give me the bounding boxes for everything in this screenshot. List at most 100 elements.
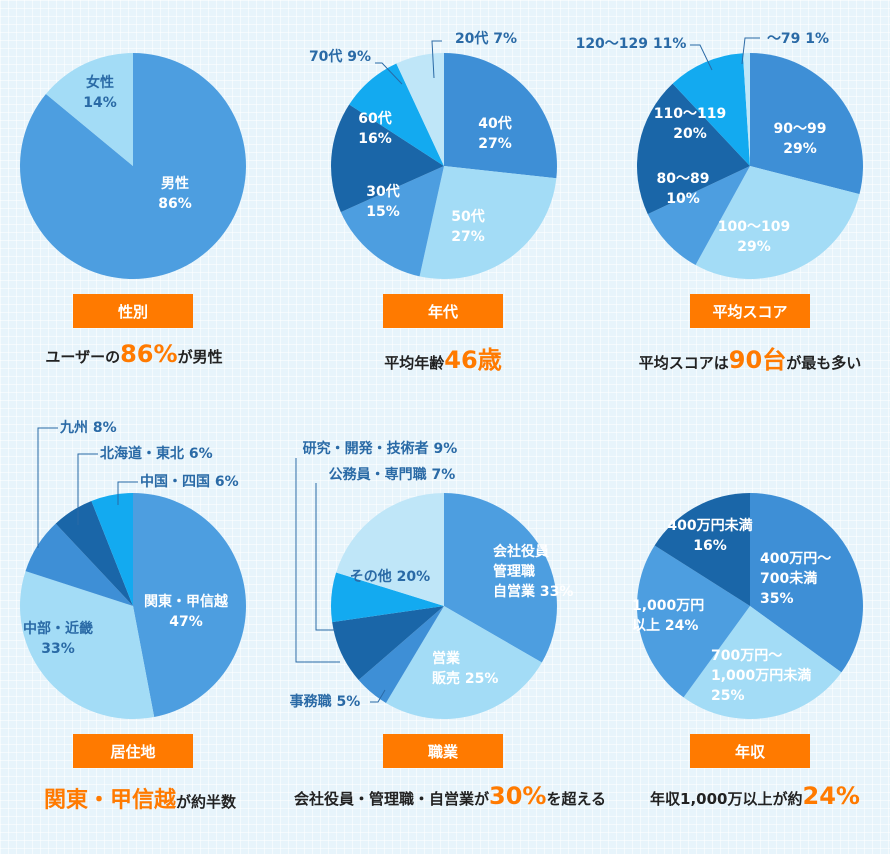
- pie-slice: [647, 166, 750, 266]
- slice-label: 営業販売 25%: [432, 650, 498, 687]
- caption-gender-highlight: 86%: [120, 340, 178, 368]
- slice-label: 50代 27%: [451, 208, 485, 245]
- caption-income: 年収1,000万以上が約24%: [630, 782, 880, 810]
- pie-slice: [340, 166, 444, 277]
- pie-chart-1: 40代 27% 50代 27% 30代 15% 60代 16% 70代 9% 20代 7%: [309, 30, 557, 279]
- pie-slice: [396, 53, 444, 166]
- slice-label: 女性 14%: [83, 74, 117, 111]
- pie-slice: [654, 492, 750, 606]
- leader-line: [690, 44, 713, 71]
- slice-label: 中国・四国 6%: [140, 473, 239, 490]
- pie-slice: [637, 83, 750, 215]
- badge-job: 職業: [383, 734, 503, 768]
- pie-slice: [750, 493, 864, 673]
- pie-slice: [750, 53, 863, 195]
- pie-slice: [91, 493, 133, 606]
- pie-slice: [636, 545, 750, 698]
- leader-line: [77, 453, 98, 525]
- pie-slice: [444, 493, 557, 663]
- caption-age-pre: 平均年齢: [384, 354, 445, 372]
- caption-job-pre: 会社役員・管理職・自営業が: [293, 790, 489, 808]
- leader-line: [431, 40, 442, 79]
- pie-slice: [444, 53, 557, 179]
- slice-label: 公務員・専門職 7%: [329, 466, 456, 483]
- caption-job-post: を超える: [546, 790, 607, 808]
- leader-line: [117, 481, 138, 505]
- leader-line: [315, 483, 336, 631]
- slice-label: 70代 9%: [309, 48, 371, 65]
- slice-label: 30代 15%: [366, 183, 400, 220]
- badge-income: 年収: [690, 734, 810, 768]
- pie-slice: [332, 606, 444, 680]
- pie-chart-3: 関東・甲信越 47% 中部・近畿 33% 九州 8% 北海道・東北 6% 中国・四国 6%: [19, 420, 247, 720]
- badge-region: 居住地: [73, 734, 193, 768]
- slice-label: ～79 1%: [767, 31, 829, 47]
- slice-label: 1,000万円以上 24%: [632, 598, 704, 634]
- pie-slice: [683, 606, 842, 720]
- caption-income-highlight: 24%: [802, 782, 860, 810]
- caption-job-highlight: 30%: [489, 782, 547, 810]
- caption-gender-pre: ユーザーの: [45, 348, 121, 366]
- leader-line: [370, 689, 386, 703]
- pie-slice: [55, 500, 133, 606]
- caption-age-highlight: 46歳: [444, 346, 502, 374]
- slice-label: 400万円未満 16%: [667, 517, 752, 554]
- caption-region-highlight: 関東・甲信越: [43, 788, 176, 813]
- slice-label: 男性 86%: [158, 175, 192, 212]
- slice-label: 700万円～ 1,000万円未満 25%: [711, 648, 811, 704]
- slice-label: 九州 8%: [59, 420, 117, 436]
- slice-label: 中部・近畿 33%: [23, 620, 93, 657]
- pie-slice: [133, 493, 247, 717]
- pie-slice: [331, 104, 444, 213]
- pie-chart-4: 会社役員管理職自営業 33% 営業販売 25% 事務職 5% 研究・開発・技術者 9%…: [290, 440, 573, 719]
- slice-label: 80～89 10%: [657, 171, 710, 207]
- caption-job: 会社役員・管理職・自営業が30%を超える: [285, 782, 615, 810]
- slice-label: 110～119 20%: [654, 106, 726, 142]
- pie-chart-5: 400万円～ 700未満 35% 700万円～ 1,000万円未満 25%1,000万円以…: [632, 492, 864, 720]
- slice-label: 研究・開発・技術者 9%: [303, 440, 458, 457]
- slice-label: 400万円～ 700未満 35%: [760, 551, 831, 607]
- pie-slice: [19, 571, 155, 720]
- caption-income-pre: 年収1,000万以上が約: [650, 790, 803, 808]
- pie-slice: [742, 52, 750, 166]
- pie-slice: [385, 606, 542, 719]
- slice-label: その他 20%: [350, 568, 430, 585]
- slice-label: 40代 27%: [478, 115, 512, 152]
- pie-slice: [695, 166, 860, 279]
- badge-age: 年代: [383, 294, 503, 328]
- pie-slice: [19, 53, 246, 279]
- pie-chart-2: 90～99 29% 100～109 29%80～89 10% 110～119 20% 120～…: [576, 31, 863, 279]
- caption-score-pre: 平均スコアは: [638, 354, 729, 372]
- caption-age: 平均年齢46歳: [343, 340, 543, 375]
- caption-score: 平均スコアは90台が最も多い: [620, 340, 880, 375]
- slice-label: 60代 16%: [358, 110, 392, 147]
- pie-slice: [672, 53, 750, 166]
- caption-region: 関東・甲信越が約半数: [30, 782, 250, 814]
- slice-label: 20代 7%: [455, 30, 517, 47]
- slice-label: 事務職 5%: [290, 693, 361, 710]
- badge-score: 平均スコア: [690, 294, 810, 328]
- leader-line: [37, 427, 58, 548]
- caption-score-post: が最も多い: [786, 354, 862, 372]
- pie-slice: [349, 63, 444, 166]
- pie-slice: [25, 523, 134, 606]
- slice-label: 100～109 29%: [718, 219, 790, 255]
- caption-region-post: が約半数: [176, 793, 237, 811]
- leader-line: [375, 62, 403, 85]
- caption-gender: ユーザーの86%が男性: [34, 340, 234, 368]
- slice-label: 90～99 29%: [774, 121, 827, 157]
- caption-gender-post: が男性: [177, 348, 223, 366]
- slice-label: 会社役員管理職自営業 33%: [493, 543, 573, 600]
- pie-slice: [336, 493, 444, 606]
- pie-chart-0: 男性 86% 女性 14%: [19, 53, 246, 279]
- badge-gender: 性別: [73, 294, 193, 328]
- pie-slice: [419, 166, 557, 279]
- slice-label: 関東・甲信越 47%: [144, 593, 229, 630]
- slice-label: 北海道・東北 6%: [100, 445, 213, 462]
- leader-line: [295, 458, 340, 663]
- pie-slice: [45, 53, 133, 166]
- pie-slice: [331, 572, 444, 623]
- pie-slice: [358, 606, 444, 703]
- leader-line: [741, 37, 760, 65]
